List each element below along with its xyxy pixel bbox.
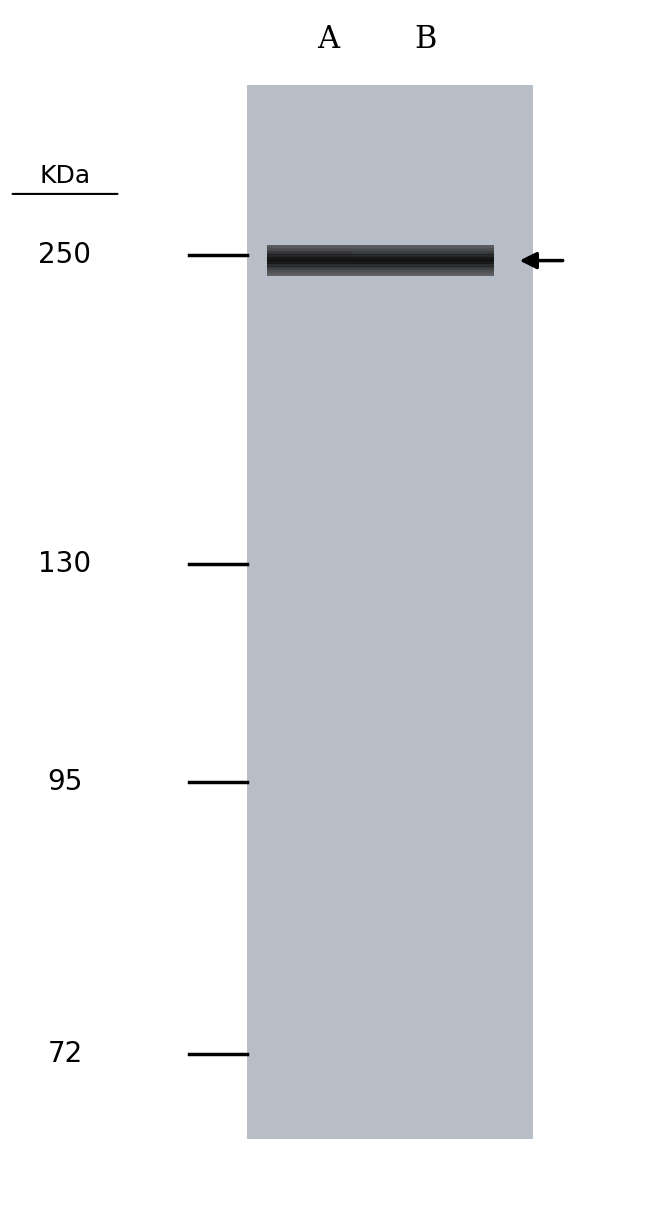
Text: 130: 130 <box>38 549 92 578</box>
Text: KDa: KDa <box>40 164 90 188</box>
Bar <box>266 251 351 257</box>
Bar <box>247 85 533 1139</box>
Text: A: A <box>317 23 339 55</box>
Text: B: B <box>415 23 437 55</box>
Text: 95: 95 <box>47 767 83 796</box>
Text: 72: 72 <box>47 1040 83 1069</box>
Text: 250: 250 <box>38 240 92 269</box>
